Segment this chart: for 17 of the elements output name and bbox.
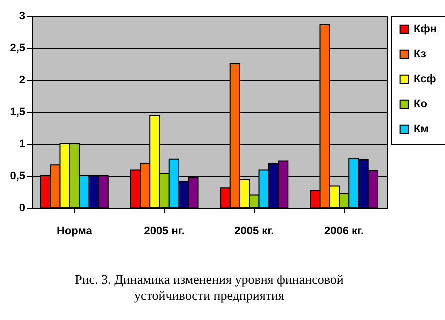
legend-label: Ксф (414, 74, 437, 86)
x-tick-label: 2006 кг. (324, 226, 364, 238)
y-tick-label: 1,5 (10, 106, 26, 118)
legend-label: Ко (414, 98, 428, 110)
legend-label: Км (414, 124, 429, 136)
x-tick-label: Норма (57, 226, 94, 238)
y-tick-label: 3 (19, 10, 26, 22)
y-tick-label: 2,5 (10, 42, 26, 54)
y-tick-label: 1 (19, 138, 26, 150)
legend-label: Кфн (414, 24, 437, 36)
y-tick-label: 0 (19, 202, 26, 214)
y-tick-label: 2 (19, 74, 26, 86)
x-tick-label: 2005 нг. (144, 226, 185, 238)
text: Рис. 3. Динамика изменения уровня финансовой устойчивости предприятия (75, 272, 344, 303)
y-tick-label: 0,5 (10, 170, 26, 182)
legend-label: Кз (414, 48, 427, 60)
x-tick-label: 2005 кг. (234, 226, 274, 238)
